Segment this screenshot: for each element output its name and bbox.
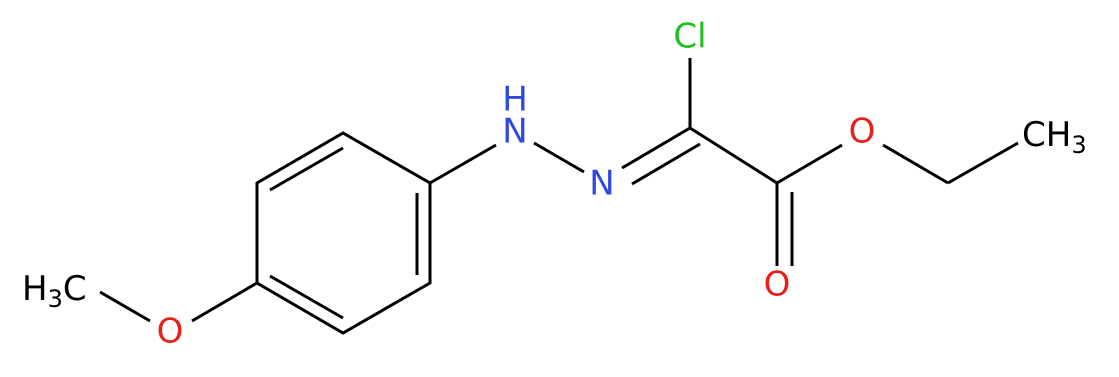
bond xyxy=(269,274,344,320)
atom-text: C xyxy=(63,269,87,309)
bond xyxy=(776,143,843,185)
atom-text: CH xyxy=(1022,115,1071,155)
atom-label: CH3 xyxy=(1022,115,1087,160)
atom-subscript: 3 xyxy=(1071,131,1086,159)
bond xyxy=(947,141,1019,185)
bond xyxy=(621,126,691,170)
bond xyxy=(631,142,701,186)
bond xyxy=(191,281,258,323)
bond xyxy=(269,146,344,192)
atom-text: H xyxy=(22,269,48,309)
bond xyxy=(99,290,151,323)
benzene-ring xyxy=(255,131,432,335)
bonds xyxy=(99,58,1019,335)
atom-label: H3C xyxy=(22,269,87,314)
atom-subscript: 3 xyxy=(48,285,63,313)
atom-label: N xyxy=(589,164,614,204)
atom-label: O xyxy=(849,112,876,152)
atom-label: Cl xyxy=(673,17,706,57)
bond xyxy=(882,143,949,185)
bond xyxy=(533,141,585,174)
atom-label: N xyxy=(502,112,527,152)
atom-label: H xyxy=(502,80,528,120)
atom-label: O xyxy=(764,265,791,305)
bond xyxy=(689,126,778,185)
atom-label: O xyxy=(157,312,184,352)
bond xyxy=(429,143,497,185)
